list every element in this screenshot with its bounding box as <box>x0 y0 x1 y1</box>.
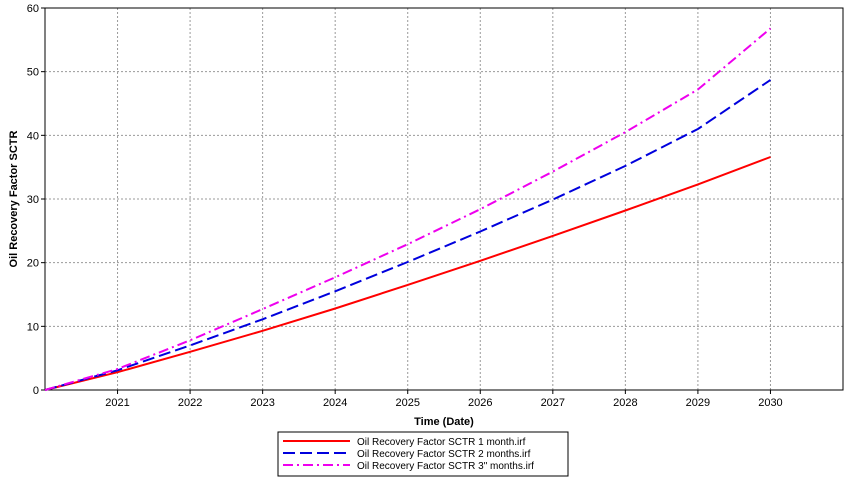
legend: Oil Recovery Factor SCTR 1 month.irfOil … <box>277 431 569 477</box>
series-line-2 <box>44 79 772 391</box>
x-tick-label: 2029 <box>686 397 710 409</box>
grid-lines <box>45 8 843 390</box>
x-tick-label: 2025 <box>395 397 419 409</box>
x-axis-title: Time (Date) <box>414 416 474 428</box>
y-tick-labels: 0 10 20 30 40 50 60 <box>27 3 45 397</box>
y-tick-label: 20 <box>27 258 39 270</box>
y-tick-label: 60 <box>27 3 39 15</box>
x-tick-labels: 2021 2022 2023 2024 2025 2026 2027 2028 2029 2030 <box>105 390 783 409</box>
y-tick-label: 30 <box>27 194 39 206</box>
x-tick-label: 2022 <box>178 397 202 409</box>
x-tick-label: 2030 <box>758 397 782 409</box>
x-tick-label: 2023 <box>250 397 274 409</box>
legend-label-3: Oil Recovery Factor SCTR 3" months.irf <box>357 461 534 472</box>
y-tick-label: 50 <box>27 67 39 79</box>
x-tick-label: 2021 <box>105 397 129 409</box>
series-line-1 <box>44 156 771 391</box>
x-tick-label: 2026 <box>468 397 492 409</box>
series-lines <box>44 27 772 391</box>
y-tick-label: 0 <box>33 385 39 397</box>
x-tick-label: 2028 <box>613 397 637 409</box>
y-tick-label: 40 <box>27 130 39 142</box>
y-tick-label: 10 <box>27 321 39 333</box>
x-tick-label: 2024 <box>323 397 347 409</box>
x-tick-label: 2027 <box>541 397 565 409</box>
legend-label-1: Oil Recovery Factor SCTR 1 month.irf <box>357 437 526 448</box>
series-line-3 <box>44 27 772 391</box>
y-axis-title: Oil Recovery Factor SCTR <box>8 130 20 267</box>
legend-label-2: Oil Recovery Factor SCTR 2 months.irf <box>357 449 531 460</box>
plot-area-frame <box>44 7 844 391</box>
